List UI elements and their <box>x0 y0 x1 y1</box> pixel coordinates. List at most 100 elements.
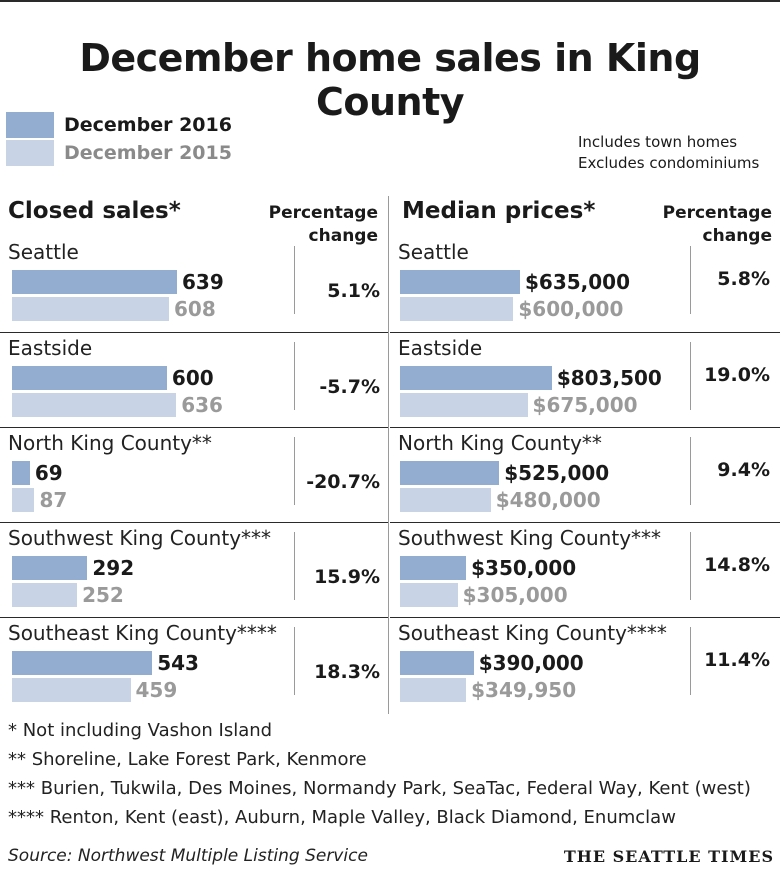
legend-label-current: December 2016 <box>64 114 232 136</box>
pct-divider <box>294 437 295 505</box>
bar-value-current: $803,500 <box>556 366 662 390</box>
region-label: Seattle <box>398 240 469 264</box>
region-label: Southeast King County**** <box>398 621 667 645</box>
bar-current <box>12 556 88 580</box>
percentage-change: -5.7% <box>319 376 380 398</box>
legend-swatch-current <box>6 112 54 138</box>
region-label: Seattle <box>8 240 79 264</box>
percentage-change: 5.8% <box>717 268 770 290</box>
row-divider <box>0 617 388 618</box>
closed-sales-pct-heading: Percentage change <box>269 202 378 248</box>
median-prices-heading: Median prices* <box>402 198 596 224</box>
row-divider <box>0 427 388 428</box>
bar-value-current: $390,000 <box>478 651 584 675</box>
bar-previous <box>400 583 458 607</box>
page-title: December home sales in King County <box>79 36 701 124</box>
pct-divider <box>294 627 295 695</box>
bar-previous <box>400 297 514 321</box>
region-label: Eastside <box>8 336 93 360</box>
bar-current <box>400 461 500 485</box>
bar-previous <box>12 583 78 607</box>
bar-previous <box>12 393 177 417</box>
percentage-change: 14.8% <box>704 554 770 576</box>
pct-divider <box>690 627 691 695</box>
bar-value-previous: $349,950 <box>471 678 577 702</box>
notes: Includes town homes Excludes condominium… <box>578 132 759 174</box>
legend-label-previous: December 2015 <box>64 142 232 164</box>
pct-heading-line1: Percentage <box>268 203 378 223</box>
bar-value-current: $525,000 <box>504 461 610 485</box>
bar-value-previous: 608 <box>173 297 216 321</box>
pct-divider <box>690 246 691 314</box>
percentage-change: -20.7% <box>306 471 380 493</box>
bar-value-previous: 252 <box>82 583 124 607</box>
bar-value-current: 69 <box>34 461 63 485</box>
footnote-2: ** Shoreline, Lake Forest Park, Kenmore <box>8 749 367 770</box>
source: Source: Northwest Multiple Listing Servi… <box>8 846 368 866</box>
bar-previous <box>12 488 35 512</box>
bar-current <box>12 270 177 294</box>
bar-value-previous: $305,000 <box>462 583 568 607</box>
region-label: North King County** <box>8 431 212 455</box>
bar-current <box>12 461 30 485</box>
bar-value-previous: 459 <box>135 678 178 702</box>
bar-current <box>12 651 153 675</box>
bar-value-previous: $675,000 <box>532 393 638 417</box>
percentage-change: 15.9% <box>314 566 380 588</box>
bar-previous <box>400 393 528 417</box>
percentage-change: 11.4% <box>704 649 770 671</box>
percentage-change: 19.0% <box>704 364 770 386</box>
row-divider <box>390 522 780 523</box>
row-divider <box>390 617 780 618</box>
footnote-1: * Not including Vashon Island <box>8 720 273 741</box>
bar-value-previous: $600,000 <box>518 297 624 321</box>
percentage-change: 18.3% <box>314 661 380 683</box>
bar-value-current: 543 <box>157 651 199 675</box>
legend-item-previous: December 2015 <box>6 140 232 166</box>
bar-value-current: $350,000 <box>471 556 577 580</box>
closed-sales-heading: Closed sales* <box>8 198 181 224</box>
bar-value-current: $635,000 <box>525 270 631 294</box>
pct-divider <box>690 437 691 505</box>
bar-previous <box>400 488 491 512</box>
top-rule <box>0 0 780 2</box>
region-label: Southeast King County**** <box>8 621 277 645</box>
bar-value-previous: 87 <box>39 488 68 512</box>
bar-current <box>400 270 520 294</box>
pct-divider <box>690 342 691 410</box>
bar-value-current: 292 <box>92 556 135 580</box>
pct-heading-line2: change <box>702 226 772 246</box>
row-divider <box>390 427 780 428</box>
pct-heading-line2: change <box>308 226 378 246</box>
bar-previous <box>12 678 131 702</box>
row-divider <box>0 522 388 523</box>
row-divider <box>0 332 388 333</box>
pct-heading-line1: Percentage <box>662 203 772 223</box>
bar-previous <box>12 297 169 321</box>
region-label: Southwest King County*** <box>398 526 662 550</box>
bar-value-current: 639 <box>182 270 224 294</box>
brand-logo: THE SEATTLE TIMES <box>563 847 774 866</box>
note-excludes: Excludes condominiums <box>578 154 760 172</box>
footnote-4: **** Renton, Kent (east), Auburn, Maple … <box>8 807 676 828</box>
footnote-3: *** Burien, Tukwila, Des Moines, Normand… <box>8 778 751 799</box>
bar-value-previous: $480,000 <box>495 488 601 512</box>
region-label: Eastside <box>398 336 483 360</box>
note-includes: Includes town homes <box>578 133 738 151</box>
pct-divider <box>294 342 295 410</box>
region-label: North King County** <box>398 431 602 455</box>
center-divider <box>388 196 389 714</box>
pct-divider <box>294 246 295 314</box>
bar-value-current: 600 <box>171 366 214 390</box>
bar-current <box>400 651 474 675</box>
region-label: Southwest King County*** <box>8 526 272 550</box>
bar-current <box>400 366 552 390</box>
legend-item-current: December 2016 <box>6 112 232 138</box>
pct-divider <box>294 532 295 600</box>
legend-swatch-previous <box>6 140 54 166</box>
percentage-change: 9.4% <box>717 459 770 481</box>
bar-previous <box>400 678 467 702</box>
bar-current <box>12 366 167 390</box>
row-divider <box>390 332 780 333</box>
bar-value-previous: 636 <box>181 393 223 417</box>
